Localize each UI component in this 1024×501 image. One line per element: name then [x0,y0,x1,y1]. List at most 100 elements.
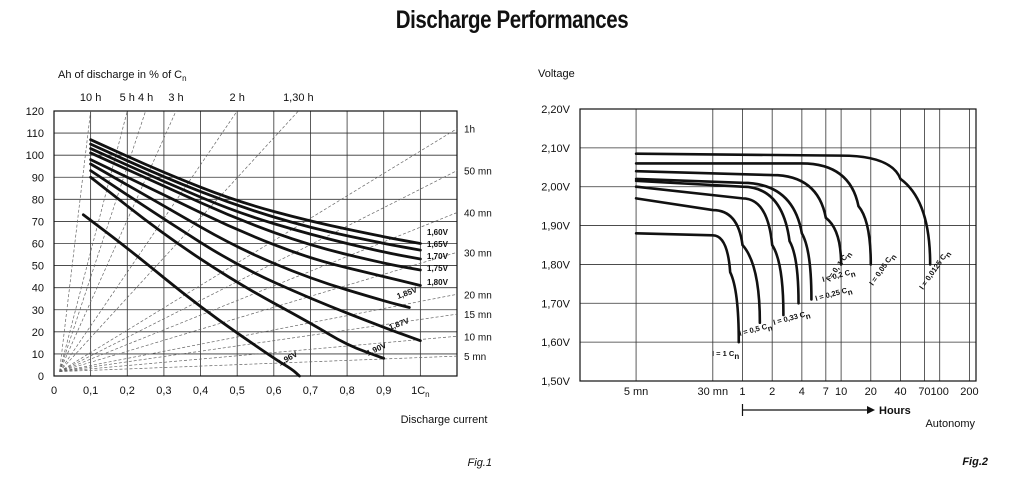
fig2-y-tick: 2,10V [541,143,570,155]
fig2-y-label: Voltage [538,68,575,80]
fig2-series-line [634,232,741,344]
fig1-right-time-label: 10 mn [464,332,492,343]
fig2-x-tick: 100 [931,386,949,398]
fig2-series-label: I = 0,0125 Cn [917,248,953,293]
fig1-series-line [89,169,422,343]
fig1-top-time-label: 10 h [80,92,101,104]
subscript: n [844,250,854,259]
fig2-x-tick: 1 [739,386,745,398]
fig1-top-time-label: 4 h [138,92,153,104]
fig1-time-ray [59,293,458,372]
fig2-series-label: I = 0,33 Cn [772,308,812,329]
fig1-right-time-label: 30 mn [464,248,492,259]
fig1-time-ray [59,355,458,372]
fig2-series-label: I = 1 Cn [712,349,739,361]
fig1-time-ray [59,313,458,372]
fig2-y-tick: 1,70V [541,298,570,310]
fig1-time-ray [59,110,299,372]
fig1-y-label: Ah of discharge in % of Cn [58,69,187,83]
fig1-series-label: 1,80V [427,278,449,287]
fig1-top-time-label: 3 h [168,92,183,104]
subscript: n [850,269,857,279]
fig1-time-ray [59,251,458,372]
fig2-x-tick: 5 mn [624,386,648,398]
fig1-x-tick: 0,2 [120,385,135,397]
subscript: n [182,74,186,83]
fig1-time-ray [59,170,458,372]
fig1-y-tick: 60 [32,239,44,251]
fig2-x-tick: 7 [823,386,829,398]
fig2-x-tick: 4 [799,386,805,398]
fig2-x-label: Autonomy [925,418,975,430]
fig1-x-tick: 0,6 [266,385,281,397]
fig1-x-tick: 0,3 [156,385,171,397]
fig2-series-label: I = 0,05 Cn [867,251,898,289]
fig1-y-tick: 110 [26,128,44,140]
fig2-series-line [634,169,843,266]
fig2-series-label: I = 0,5 Cn [738,321,774,341]
fig1-x-tick: 0,9 [376,385,391,397]
fig1-series-label: 1,60V [427,228,449,237]
fig2-hours-arrow-head [867,406,875,414]
fig2-series-line [634,162,873,266]
subscript: n [943,250,953,259]
fig1-x-tick: 0,7 [303,385,318,397]
fig2-figure-label: Fig.2 [962,456,988,468]
subscript: n [767,323,774,333]
subscript: n [888,253,898,262]
fig1-series-line [89,158,422,287]
fig1-x-tick: 0 [51,385,57,397]
fig1-time-ray [59,128,458,372]
fig2-series-line [634,185,785,317]
fig1-y-tick: 0 [38,371,44,383]
fig1-x-label: Discharge current [401,414,488,426]
fig2-y-tick: 1,60V [541,337,570,349]
fig1-right-time-label: 5 mn [464,352,486,363]
fig2-series-label: I = 0,25 Cn [814,284,854,305]
fig2-series-line [634,179,800,305]
fig1-x-tick: 0,1 [83,385,98,397]
fig1-series-label: 1,75V [427,264,449,273]
fig1-time-ray [59,110,91,372]
fig1-y-tick: 50 [32,261,44,273]
fig2-y-tick: 1,50V [541,376,570,388]
fig2-x-tick: 10 [835,386,847,398]
fig2-y-tick: 2,20V [541,104,570,116]
fig1-y-tick: 70 [32,216,44,228]
fig1-series-line [89,138,422,245]
fig2-x-tick: 40 [894,386,906,398]
fig1-frame [53,110,458,377]
fig1-series-label: 1,87V [388,316,411,332]
fig1-top-time-label: 5 h [120,92,135,104]
fig1-figure-label: Fig.1 [468,457,492,469]
fig1-series-line [89,175,386,360]
fig1-right-time-label: 50 mn [464,167,492,178]
fig1-top-time-label: 2 h [230,92,245,104]
fig1-y-tick: 30 [32,305,44,317]
fig1-top-time-label: 1,30 h [283,92,314,104]
fig1-right-time-label: 20 mn [464,290,492,301]
fig1-time-ray [59,110,238,372]
fig2-y-tick: 1,90V [541,221,570,233]
fig2-series-line [634,152,932,266]
fig2-x-tick: 20 [865,386,877,398]
fig2-hours-label: Hours [879,405,911,417]
fig1-series-label: 1,70V [427,252,449,261]
fig1-series-label: 1,65V [427,240,449,249]
fig2-series-line [634,197,762,325]
fig1-x-tick: 1Cn [411,385,430,399]
fig1-series-line [89,162,411,309]
fig2-x-tick: 30 mn [698,386,729,398]
fig1-right-time-label: 15 mn [464,310,492,321]
fig1-x-tick: 0,5 [230,385,245,397]
fig1-right-time-label: 40 mn [464,209,492,220]
fig2-x-tick: 200 [960,386,978,398]
fig2-y-tick: 2,00V [541,182,570,194]
fig1-y-tick: 40 [32,283,44,295]
fig1-x-tick: 0,4 [193,385,208,397]
fig1-time-ray [59,110,146,372]
fig2-y-tick: 1,80V [541,259,570,271]
fig2-x-tick: 70 [918,386,930,398]
fig1-time-ray [59,335,458,372]
